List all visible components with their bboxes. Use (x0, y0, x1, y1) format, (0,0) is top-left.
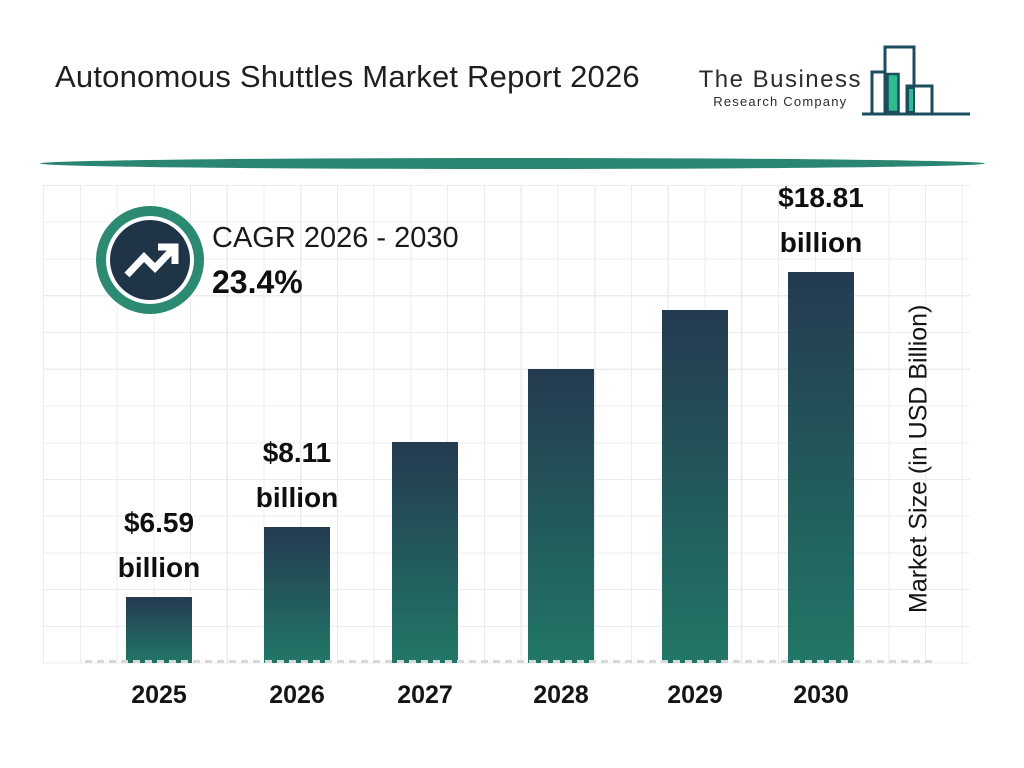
cagr-value: 23.4% (212, 264, 303, 300)
company-subname: Research Company (713, 94, 848, 109)
x-tick-2027: 2027 (397, 681, 453, 709)
x-tick-2028: 2028 (533, 681, 589, 709)
cagr-badge (96, 206, 204, 314)
value-label-2025: $6.59 billion (117, 507, 201, 583)
bar-2027 (392, 442, 458, 663)
page-title: Autonomous Shuttles Market Report 2026 (55, 59, 640, 94)
x-tick-2030: 2030 (793, 681, 849, 709)
company-name: The Business (698, 66, 862, 93)
trend-up-icon (124, 243, 179, 278)
x-tick-2026: 2026 (269, 681, 325, 709)
bar-2029 (662, 310, 728, 663)
x-tick-2025: 2025 (131, 681, 187, 709)
value-label-2030: $18.81 billion (778, 182, 864, 258)
company-logo-text: The Business Research Company (699, 66, 862, 109)
bar-2026 (264, 527, 330, 663)
x-axis-baseline (85, 660, 935, 663)
bar-2028 (528, 369, 594, 663)
x-tick-2029: 2029 (667, 681, 723, 709)
value-label-2026: $8.11 billion (255, 437, 339, 513)
bar-2025 (126, 597, 192, 663)
y-axis-label: Market Size (in USD Billion) (904, 304, 933, 614)
bar-2030 (788, 272, 854, 663)
cagr-badge-inner (110, 220, 190, 300)
divider (40, 158, 985, 169)
logo-chart-icon (862, 45, 970, 116)
company-logo: The Business Research Company (699, 38, 980, 122)
cagr-label: CAGR 2026 - 2030 (212, 222, 459, 254)
